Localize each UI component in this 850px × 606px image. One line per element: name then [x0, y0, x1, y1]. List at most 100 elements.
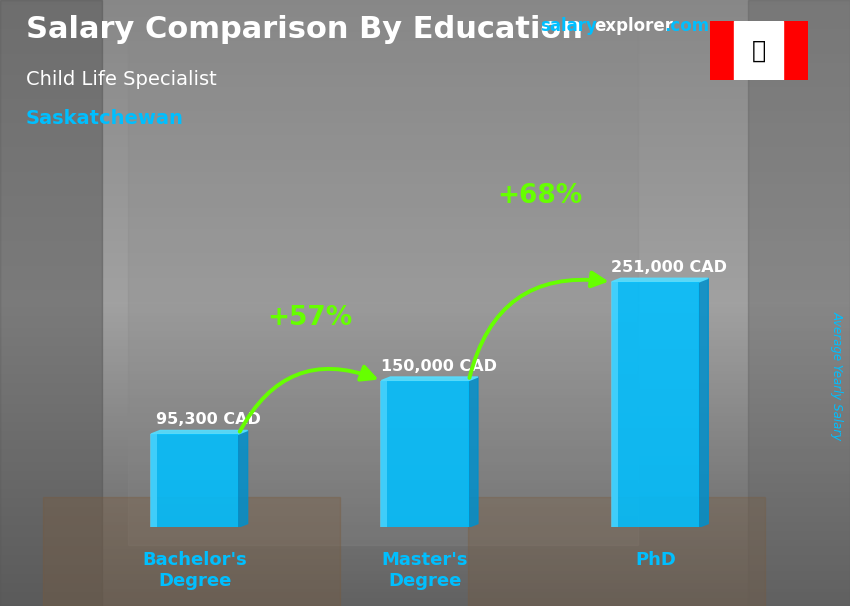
Bar	[783, 21, 808, 80]
Text: 251,000 CAD: 251,000 CAD	[611, 260, 727, 275]
Bar	[0, 567, 850, 570]
Bar	[0, 530, 850, 533]
Bar	[0, 152, 850, 155]
Bar	[0, 115, 850, 118]
Bar	[0, 161, 850, 164]
Bar	[0, 533, 850, 536]
Bar	[0, 100, 850, 103]
Bar	[0, 82, 850, 85]
Bar	[0, 376, 850, 379]
Bar	[0, 330, 850, 333]
Bar	[0, 185, 850, 188]
Bar	[0, 203, 850, 206]
Bar	[0, 136, 850, 139]
Bar	[0, 351, 850, 355]
Bar	[0, 588, 850, 591]
Bar	[734, 21, 783, 80]
Bar	[0, 436, 850, 439]
Bar	[0, 9, 850, 12]
Bar	[0, 245, 850, 248]
Bar	[0, 348, 850, 351]
Bar	[0, 12, 850, 15]
Bar	[0, 55, 850, 58]
Bar	[0, 342, 850, 345]
Text: salary: salary	[540, 17, 597, 35]
Bar	[0, 294, 850, 297]
Text: Average Yearly Salary: Average Yearly Salary	[830, 311, 844, 441]
Bar	[0, 324, 850, 327]
Bar	[0, 603, 850, 606]
Bar	[0, 276, 850, 279]
Bar	[0, 318, 850, 321]
Bar	[0, 327, 850, 330]
Bar	[0, 21, 850, 24]
Bar	[0, 412, 850, 415]
Polygon shape	[239, 430, 247, 527]
Bar	[0, 24, 850, 27]
Bar	[0, 573, 850, 576]
Bar	[0, 558, 850, 561]
Bar	[0, 306, 850, 309]
Text: 95,300 CAD: 95,300 CAD	[156, 413, 261, 427]
Bar	[0, 30, 850, 33]
Bar	[0, 239, 850, 242]
Bar	[0, 509, 850, 512]
Bar	[0, 521, 850, 524]
Bar	[0, 142, 850, 145]
Bar	[0, 42, 850, 45]
Bar	[0, 3, 850, 6]
Bar	[0, 282, 850, 285]
Bar	[0, 561, 850, 564]
Bar	[0, 497, 850, 500]
Bar	[0, 221, 850, 224]
Bar	[0, 518, 850, 521]
Bar	[0, 170, 850, 173]
Bar	[382, 381, 468, 527]
Bar	[0, 79, 850, 82]
Bar	[0, 430, 850, 433]
Text: +57%: +57%	[267, 304, 353, 330]
Bar	[0, 476, 850, 479]
Text: Child Life Specialist: Child Life Specialist	[26, 70, 216, 88]
Bar	[0, 58, 850, 61]
Bar	[0, 251, 850, 255]
Bar	[0, 524, 850, 527]
Bar	[0, 145, 850, 148]
Bar	[0, 248, 850, 251]
Bar	[748, 0, 850, 606]
Bar	[0, 494, 850, 497]
Bar	[0, 303, 850, 306]
Bar	[0, 70, 850, 73]
Bar	[0, 212, 850, 215]
Bar	[0, 361, 850, 364]
Bar	[0, 270, 850, 273]
Bar	[0, 224, 850, 227]
Bar	[0, 527, 850, 530]
Bar	[0, 191, 850, 194]
Bar	[0, 0, 102, 606]
Bar	[0, 18, 850, 21]
Bar	[0, 582, 850, 585]
Bar	[0, 579, 850, 582]
Bar	[0, 130, 850, 133]
Bar	[0, 418, 850, 421]
Bar	[0, 233, 850, 236]
Bar	[0, 124, 850, 127]
Bar	[610, 282, 618, 527]
Bar	[0, 33, 850, 36]
Bar	[0, 127, 850, 130]
Bar	[0, 536, 850, 539]
Bar	[0, 73, 850, 76]
Bar	[0, 291, 850, 294]
Bar	[0, 133, 850, 136]
Text: 150,000 CAD: 150,000 CAD	[381, 359, 496, 374]
Bar	[0, 406, 850, 409]
Bar	[0, 339, 850, 342]
Bar	[0, 439, 850, 442]
Text: explorer: explorer	[594, 17, 673, 35]
Bar	[0, 345, 850, 348]
Bar	[0, 551, 850, 554]
Bar	[0, 261, 850, 264]
Bar	[0, 273, 850, 276]
Bar	[0, 542, 850, 545]
